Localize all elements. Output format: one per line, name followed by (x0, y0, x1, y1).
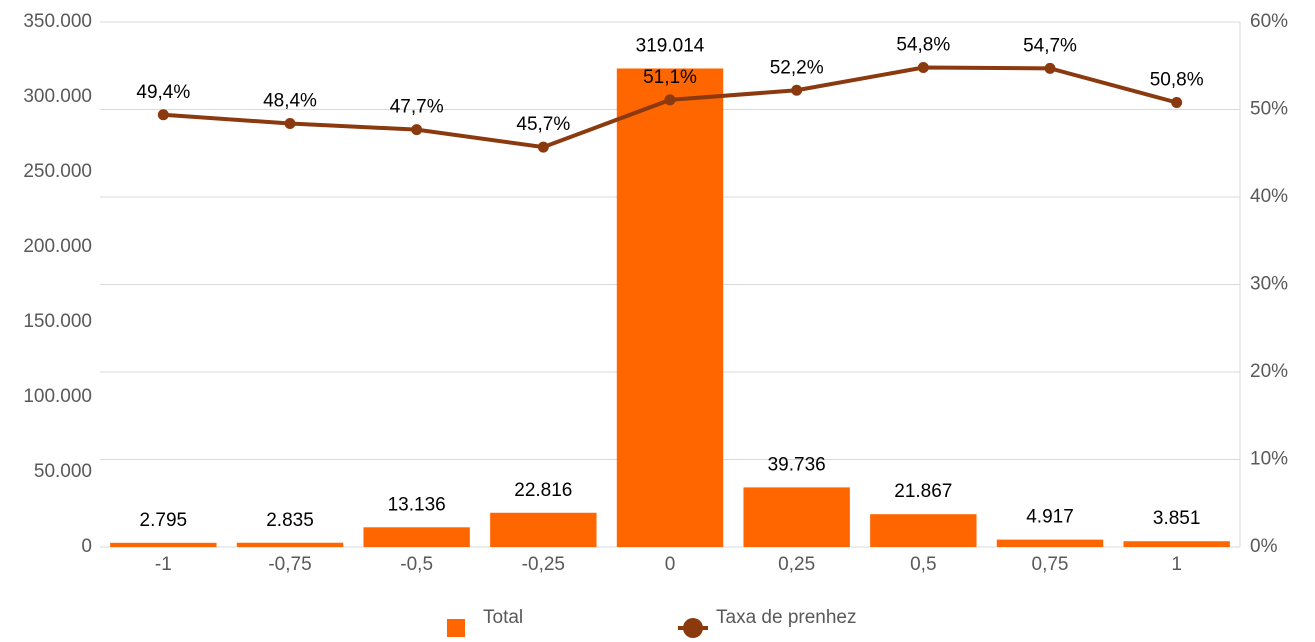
y-tick-label: 200.000 (23, 236, 92, 257)
bar (1123, 541, 1230, 547)
line-point (537, 141, 549, 153)
line-value-label: 49,4% (136, 82, 190, 103)
y-tick-label: 0 (81, 536, 92, 557)
y-tick-label: 50.000 (34, 461, 92, 482)
line-value-label: 54,7% (1023, 35, 1077, 56)
bar (870, 514, 977, 547)
y2-tick-label: 50% (1250, 99, 1288, 120)
line-value-label: 54,8% (896, 35, 950, 56)
bar-value-label: 2.835 (266, 510, 314, 531)
bar (110, 542, 217, 547)
line-point (1171, 97, 1183, 108)
bar (996, 539, 1104, 547)
line-point (411, 124, 423, 136)
line-point (157, 109, 169, 121)
bar-value-label: 39.736 (768, 454, 826, 475)
x-tick-label: -0,5 (400, 554, 433, 575)
bar-value-label: 22.816 (514, 480, 572, 501)
x-tick-label: 0,5 (910, 554, 936, 575)
line-point (1044, 62, 1056, 74)
bar-value-label: 21.867 (894, 481, 952, 502)
bar (616, 68, 724, 547)
bar-value-label: 13.136 (388, 494, 446, 515)
line-value-label: 47,7% (390, 97, 444, 118)
line-value-label: 45,7% (516, 114, 570, 135)
bar-value-label: 4.917 (1026, 507, 1074, 528)
bar (363, 527, 470, 547)
y2-tick-label: 60% (1250, 11, 1288, 32)
line-point (791, 84, 803, 96)
legend-label: Taxa de prenhez (716, 607, 857, 628)
bar (743, 487, 850, 547)
line-value-label: 51,1% (643, 67, 697, 88)
line-point (917, 62, 929, 73)
bar (236, 542, 344, 547)
x-tick-label: 0 (665, 554, 676, 575)
y2-tick-label: 0% (1250, 536, 1278, 557)
legend-swatch (683, 618, 703, 638)
y-tick-label: 300.000 (23, 86, 92, 107)
y2-tick-label: 40% (1250, 186, 1288, 207)
x-tick-label: 0,75 (1032, 554, 1069, 575)
line-value-label: 48,4% (263, 91, 317, 112)
x-tick-label: -0,75 (268, 554, 311, 575)
bar-value-label: 319.014 (636, 35, 705, 56)
x-tick-label: -0,25 (522, 554, 565, 575)
y2-tick-label: 20% (1250, 361, 1288, 382)
legend-label: Total (483, 607, 523, 628)
y2-tick-label: 10% (1250, 449, 1288, 470)
x-tick-label: 0,25 (778, 554, 815, 575)
line-value-label: 50,8% (1150, 70, 1204, 91)
line-value-label: 52,2% (770, 57, 824, 78)
bar (490, 512, 597, 547)
bar-value-label: 2.795 (140, 510, 188, 531)
y-tick-label: 250.000 (23, 161, 92, 182)
x-tick-label: 1 (1171, 554, 1182, 575)
bar-value-label: 3.851 (1153, 508, 1201, 529)
line-point (664, 94, 676, 106)
y-tick-label: 100.000 (23, 386, 92, 407)
y2-tick-label: 30% (1250, 274, 1288, 295)
y-tick-label: 150.000 (23, 311, 92, 332)
x-tick-label: -1 (155, 554, 172, 575)
line-point (284, 118, 296, 129)
legend-swatch (447, 619, 465, 637)
y-tick-label: 350.000 (23, 11, 92, 32)
